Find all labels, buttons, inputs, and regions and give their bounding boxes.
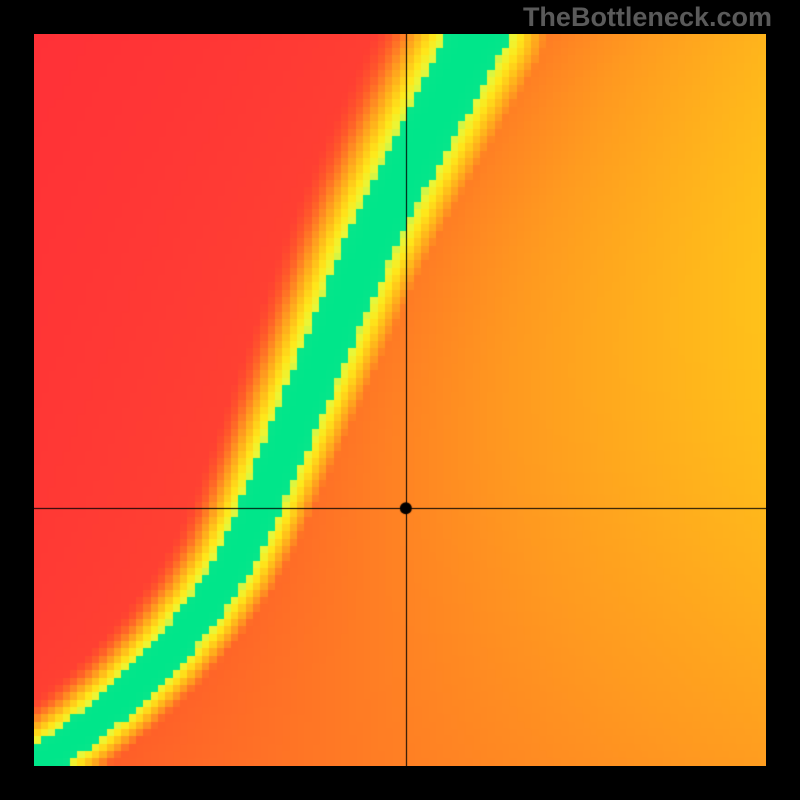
bottleneck-heatmap bbox=[34, 34, 766, 766]
watermark-text: TheBottleneck.com bbox=[523, 2, 772, 33]
chart-container: TheBottleneck.com bbox=[0, 0, 800, 800]
